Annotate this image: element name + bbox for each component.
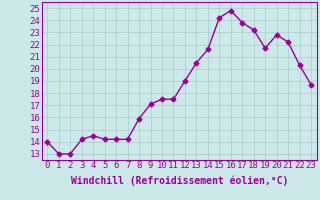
X-axis label: Windchill (Refroidissement éolien,°C): Windchill (Refroidissement éolien,°C) [70, 176, 288, 186]
